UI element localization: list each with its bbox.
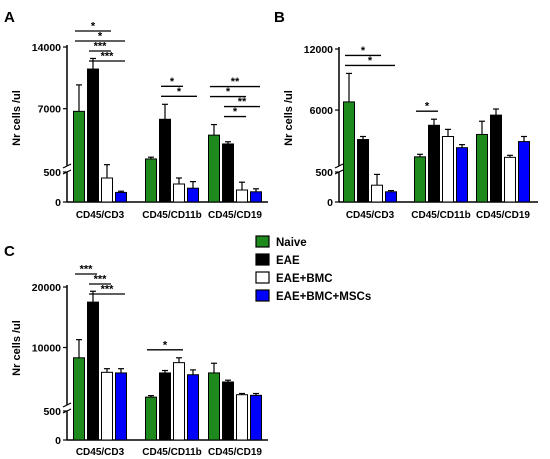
- bar-CD45/CD11b-Naive: [414, 156, 426, 203]
- panel-B: B Nr cells /ul 0 500 6000 12000 CD45/CD3 CD45/C…: [274, 9, 538, 221]
- legend-swatch: [255, 289, 270, 302]
- y-tick-label: 20000: [32, 282, 61, 294]
- bar-CD45/CD11b-EAE: [428, 124, 440, 203]
- y-tick-label: 0: [327, 197, 333, 209]
- significance-label: *: [233, 106, 238, 118]
- bar-CD45/CD11b-EAE+BMC+MSCs: [187, 187, 199, 203]
- bar-CD45/CD19-EAE: [490, 114, 502, 203]
- significance-label: *: [361, 45, 366, 57]
- bar-CD45/CD19-Naive: [208, 372, 220, 441]
- axis-break-mark: [62, 402, 72, 408]
- significance-label: **: [238, 96, 247, 108]
- y-tick-label: 6000: [310, 105, 334, 117]
- bar-CD45/CD3-Naive: [73, 110, 85, 203]
- y-tick-label: 0: [55, 435, 61, 447]
- significance-label: *: [170, 76, 175, 88]
- significance-label: *: [226, 86, 231, 98]
- significance-label: ***: [94, 274, 108, 286]
- bar-CD45/CD3-EAE+BMC: [371, 184, 383, 203]
- bar-CD45/CD19-Naive: [208, 134, 220, 203]
- x-category-label: CD45/CD11b: [142, 447, 201, 458]
- x-category-label: CD45/CD3: [76, 210, 125, 221]
- significance-label: *: [91, 21, 96, 33]
- significance-label: ***: [101, 51, 115, 63]
- bar-CD45/CD11b-EAE+BMC: [442, 135, 454, 203]
- bar-CD45/CD3-EAE+BMC+MSCs: [115, 191, 127, 203]
- bar-CD45/CD11b-EAE+BMC: [173, 362, 185, 441]
- x-category-label: CD45/CD19: [476, 210, 530, 221]
- bar-CD45/CD11b-EAE+BMC+MSCs: [187, 374, 199, 441]
- bar-CD45/CD19-EAE: [222, 381, 234, 441]
- significance-label: *: [177, 86, 182, 98]
- bar-CD45/CD3-EAE+BMC: [101, 177, 113, 203]
- bar-CD45/CD3-EAE+BMC: [101, 371, 113, 441]
- y-tick-label: 500: [43, 406, 61, 418]
- panel-letter: C: [4, 243, 15, 260]
- bar-CD45/CD19-EAE+BMC+MSCs: [250, 394, 262, 441]
- x-category-label: CD45/CD19: [208, 210, 262, 221]
- bar-CD45/CD3-Naive: [343, 101, 355, 203]
- legend-label: EAE: [276, 255, 300, 267]
- significance-label: ***: [94, 41, 108, 53]
- significance-label: *: [425, 101, 430, 113]
- y-tick-label: 500: [43, 167, 61, 179]
- axis-break-mark: [334, 163, 344, 169]
- bar-CD45/CD19-EAE+BMC: [236, 394, 248, 441]
- legend-label: Naive: [276, 237, 307, 249]
- x-category-label: CD45/CD3: [76, 447, 125, 458]
- axis-break-mark: [62, 163, 72, 169]
- panel-letter: B: [274, 9, 285, 26]
- significance-label: ***: [101, 284, 115, 296]
- bar-CD45/CD19-EAE+BMC+MSCs: [250, 191, 262, 203]
- x-category-label: CD45/CD3: [346, 210, 395, 221]
- bar-CD45/CD19-EAE+BMC+MSCs: [518, 141, 530, 203]
- x-category-label: CD45/CD11b: [411, 210, 470, 221]
- bar-CD45/CD3-EAE: [87, 68, 99, 203]
- bar-CD45/CD19-EAE+BMC: [504, 156, 516, 203]
- legend-swatch: [255, 253, 270, 266]
- y-tick-label: 7000: [38, 104, 62, 116]
- bar-CD45/CD11b-Naive: [145, 158, 157, 203]
- bar-CD45/CD19-Naive: [476, 133, 488, 203]
- panel-C: C Nr cells /ul 0 500 10000 20000 CD45/CD3 CD45/…: [4, 243, 268, 458]
- significance-label: *: [163, 339, 168, 351]
- bar-CD45/CD11b-EAE+BMC+MSCs: [456, 147, 468, 203]
- x-category-label: CD45/CD19: [208, 447, 262, 458]
- bar-CD45/CD3-EAE: [357, 139, 369, 203]
- panel-A: A Nr cells /ul 0 500 7000 14000 CD45/CD3 CD45/C…: [4, 9, 268, 221]
- bar-CD45/CD19-EAE+BMC: [236, 189, 248, 203]
- legend-swatch: [255, 235, 270, 248]
- y-tick-label: 10000: [32, 343, 61, 355]
- legend-label: EAE+BMC+MSCs: [276, 291, 371, 303]
- significance-label: **: [231, 76, 240, 88]
- legend-swatch: [255, 271, 270, 284]
- y-tick-label: 12000: [304, 44, 333, 56]
- legend-label: EAE+BMC: [276, 273, 333, 285]
- significance-label: *: [98, 31, 103, 43]
- y-tick-label: 14000: [32, 42, 61, 54]
- y-tick-label: 500: [315, 167, 333, 179]
- legend: Naive EAE EAE+BMC EAE+BMC+MSCs: [255, 235, 371, 303]
- y-axis-label: Nr cells /ul: [11, 320, 23, 376]
- bar-CD45/CD3-EAE+BMC+MSCs: [115, 372, 127, 441]
- significance-label: ***: [80, 264, 94, 276]
- y-axis-label: Nr cells /ul: [283, 90, 295, 146]
- bar-CD45/CD3-EAE: [87, 301, 99, 441]
- bar-CD45/CD19-EAE: [222, 143, 234, 203]
- bar-CD45/CD11b-EAE: [159, 118, 171, 203]
- bar-CD45/CD11b-Naive: [145, 396, 157, 441]
- significance-label: *: [368, 55, 373, 67]
- x-category-label: CD45/CD11b: [142, 210, 201, 221]
- bar-CD45/CD11b-EAE+BMC: [173, 183, 185, 203]
- bar-CD45/CD3-Naive: [73, 357, 85, 441]
- panel-letter: A: [4, 9, 15, 26]
- y-tick-label: 0: [55, 197, 61, 209]
- bar-CD45/CD11b-EAE: [159, 372, 171, 441]
- y-axis-label: Nr cells /ul: [11, 90, 23, 146]
- bar-CD45/CD3-EAE+BMC+MSCs: [385, 191, 397, 203]
